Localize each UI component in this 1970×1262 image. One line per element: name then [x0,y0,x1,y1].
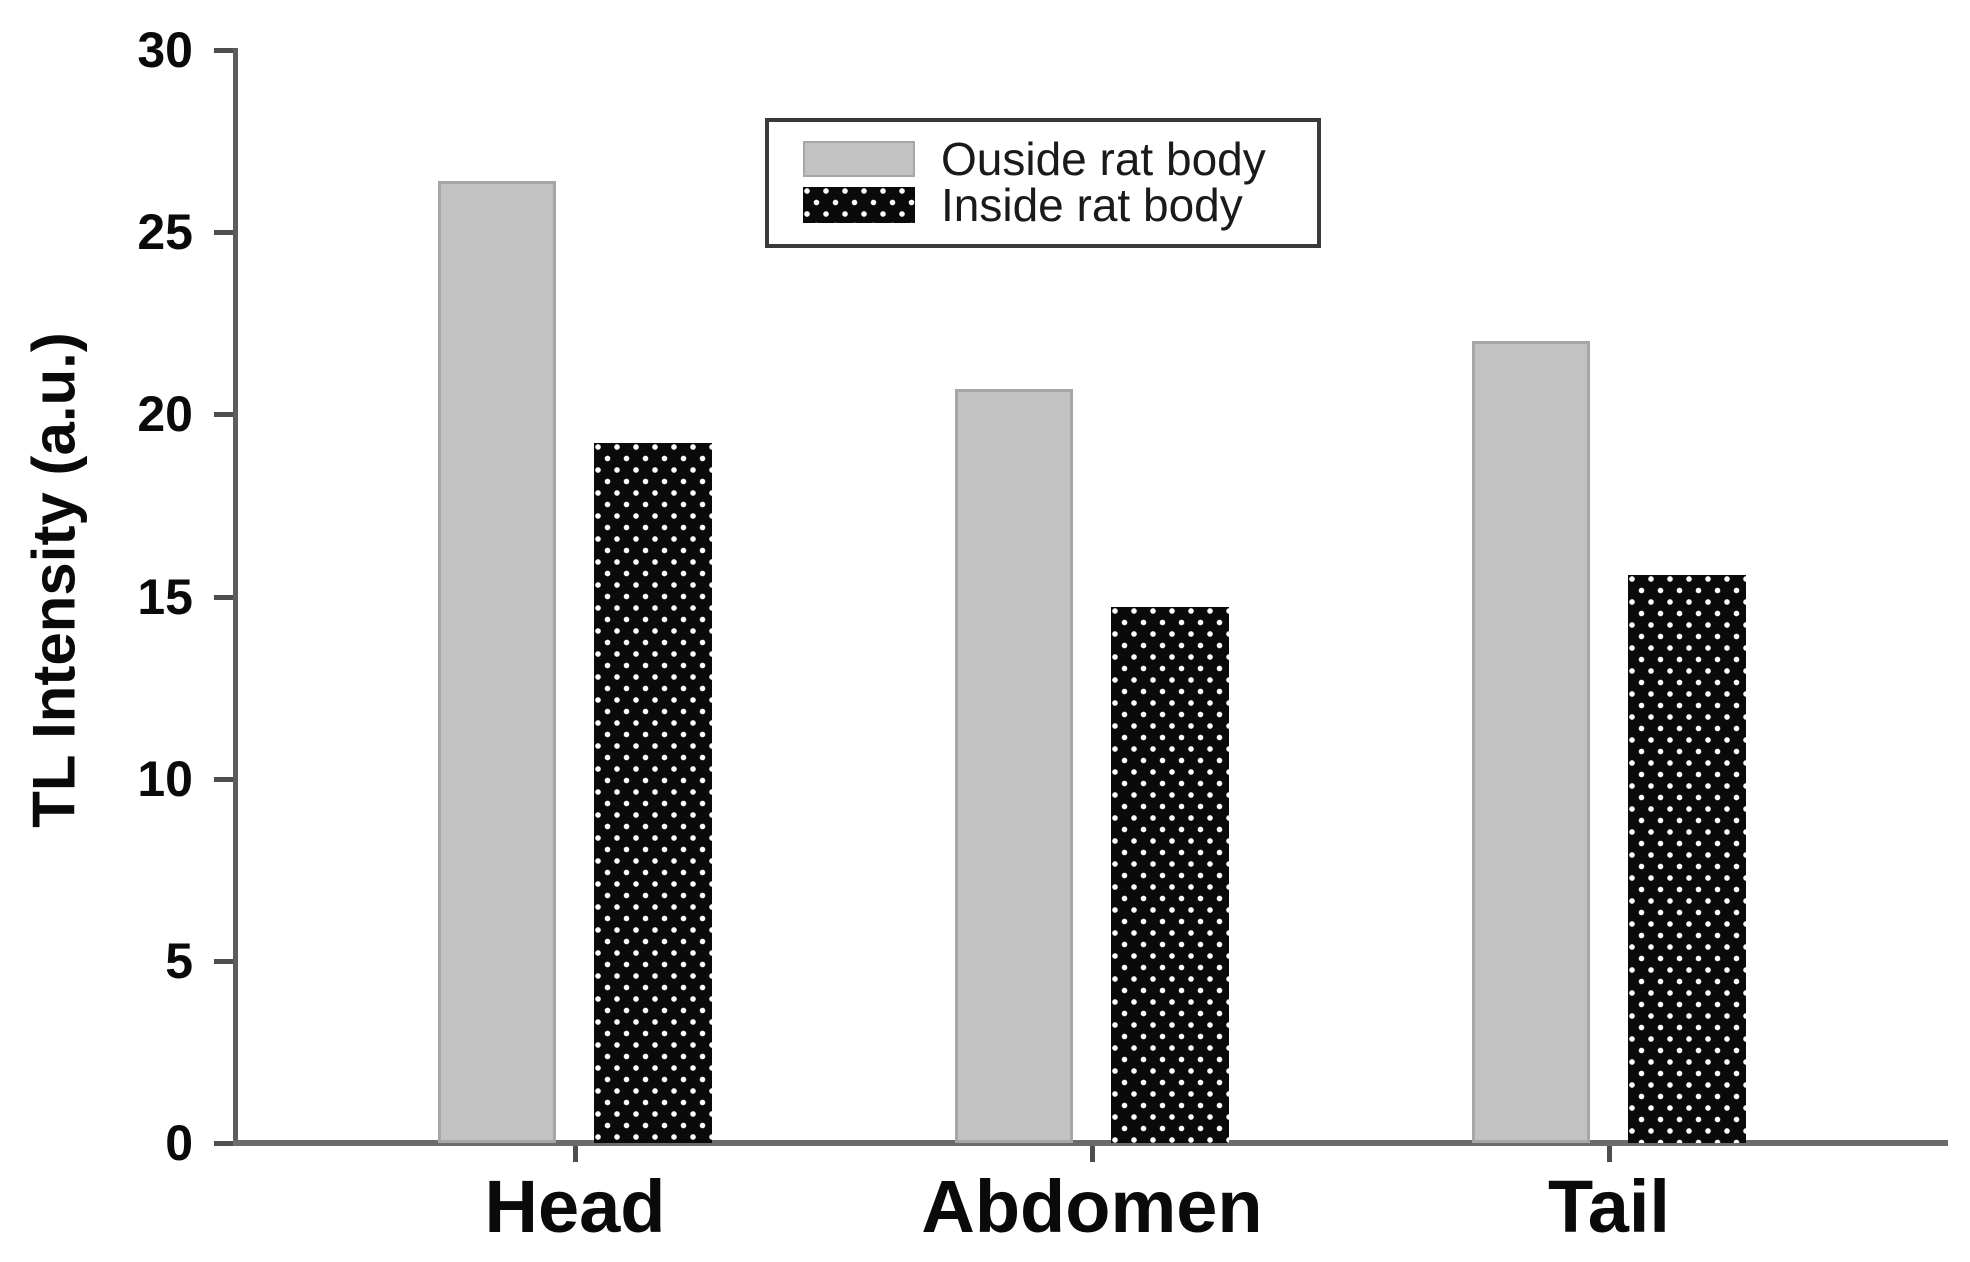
y-axis-tick-15 [214,594,233,600]
y-axis-tick-10 [214,776,233,782]
x-axis-category-label-abdomen: Abdomen [921,1165,1263,1248]
y-axis-tick-label-5: 5 [165,932,193,989]
bar-outside-head [438,181,556,1143]
x-axis-category-label-head: Head [484,1165,666,1248]
bar-inside-tail [1628,574,1746,1143]
legend-swatch-inside [803,187,915,223]
bar-inside-abdomen [1111,607,1229,1143]
x-axis-category-label-tail: Tail [1548,1165,1670,1248]
y-axis-tick-label-10: 10 [137,750,193,807]
y-axis-spine [233,48,238,1146]
y-axis-tick-label-25: 25 [137,204,193,261]
y-axis-tick-label-30: 30 [137,22,193,78]
bar-outside-tail [1472,341,1590,1143]
legend-label-inside: Inside rat body [941,179,1243,231]
x-axis-line [233,1140,1948,1146]
legend-row-outside: Ouside rat body [803,136,1317,182]
y-axis-tick-label-20: 20 [137,386,193,443]
chart-legend: Ouside rat body Inside rat body [765,118,1321,248]
y-axis-tick-label-0: 0 [165,1115,193,1171]
legend-row-inside: Inside rat body [803,182,1317,228]
y-axis-tick-20 [214,412,233,418]
y-axis-tick-25 [214,230,233,236]
legend-swatch-outside [803,141,915,177]
x-axis-tick-abdomen [1090,1146,1095,1162]
y-axis-tick-30 [214,48,233,53]
x-axis-tick-tail [1607,1146,1612,1162]
y-axis-tick-label-15: 15 [137,568,193,625]
legend-label-outside: Ouside rat body [941,133,1266,185]
y-axis-tick-0 [214,1141,233,1146]
bar-outside-abdomen [955,388,1073,1143]
y-axis-tick-5 [214,958,233,964]
x-axis-tick-head [573,1146,578,1162]
bar-inside-head [594,443,712,1143]
